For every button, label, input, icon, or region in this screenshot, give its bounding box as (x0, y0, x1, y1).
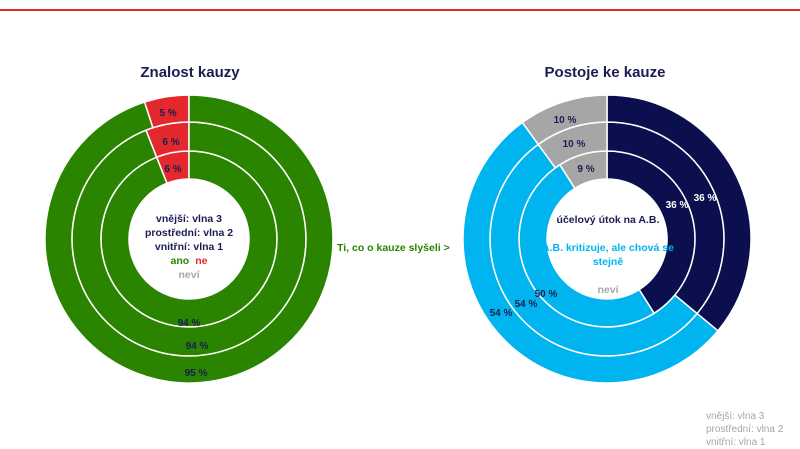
top-rule (0, 9, 800, 11)
legend-middle: prostřední: vlna 2 (706, 424, 784, 435)
chart1-ring1-label-0: 36 % (666, 200, 689, 211)
left-center-middle: prostřední: vlna 2 (144, 227, 234, 239)
legend-inner: vnitřní: vlna 1 (706, 437, 766, 448)
right-center-utok: účelový útok na A.B. (556, 214, 660, 226)
chart1-ring2-label-0: 36 % (694, 193, 717, 204)
chart1-ring2-label-2: 10 % (554, 115, 577, 126)
chart0-ring0-label-0: 6 % (164, 164, 181, 175)
chart1-ring1-label-2: 10 % (563, 139, 586, 150)
chart0-ring2-slice-1 (44, 94, 334, 384)
legend-outer: vnější: vlna 3 (706, 411, 765, 422)
right-center-nevi: neví (597, 284, 619, 296)
chart1-ring2-slice-2 (521, 94, 608, 146)
chart1-ring0-label-2: 9 % (577, 164, 594, 175)
right-center-legend: účelový útok na A.B. A.B. kritizuje, ale… (538, 213, 678, 297)
left-center-no: ne (195, 255, 208, 267)
chart-title-left: Znalost kauzy (140, 64, 240, 81)
left-center-yes: ano (170, 255, 190, 267)
chart-title-right: Postoje ke kauze (544, 64, 666, 81)
chart1-ring0-label-0: 41 % (641, 212, 664, 223)
chart1-ring0-label-1: 50 % (535, 289, 558, 300)
left-center-dontknow: neví (178, 269, 200, 281)
chart0-ring1-label-1: 94 % (186, 341, 209, 352)
left-center-outer: vnější: vlna 3 (156, 213, 222, 225)
chart0-ring2-label-0: 5 % (159, 108, 176, 119)
chart0-ring1-label-0: 6 % (162, 137, 179, 148)
arrow-label: Ti, co o kauze slyšeli > (337, 242, 450, 254)
chart1-ring2-label-1: 54 % (490, 308, 513, 319)
right-center-kritizuje: A.B. kritizuje, ale chová se stejně (542, 242, 674, 268)
chart0-ring0-label-1: 94 % (178, 318, 201, 329)
wave-legend: vnější: vlna 3 prostřední: vlna 2 vnitřn… (706, 410, 783, 449)
left-center-inner: vnitřní: vlna 1 (154, 241, 224, 253)
chart1-ring1-label-1: 54 % (515, 299, 538, 310)
left-center-legend: vnější: vlna 3 prostřední: vlna 2 vnitřn… (134, 212, 244, 282)
chart0-ring2-label-1: 95 % (185, 368, 208, 379)
